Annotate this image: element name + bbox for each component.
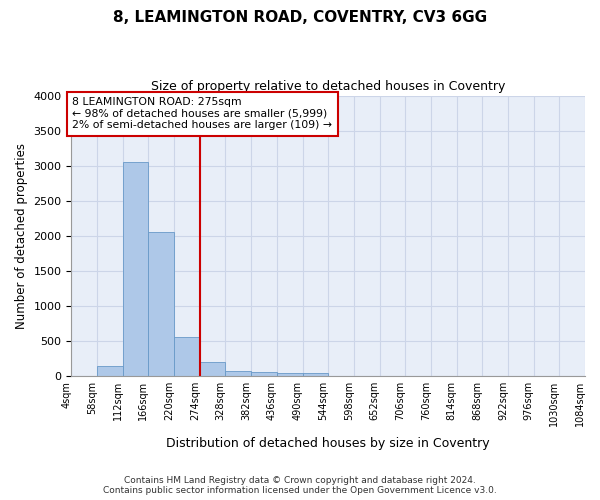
- Bar: [302, 372, 328, 376]
- Bar: [148, 232, 174, 376]
- Bar: [200, 362, 226, 376]
- Text: Contains HM Land Registry data © Crown copyright and database right 2024.
Contai: Contains HM Land Registry data © Crown c…: [103, 476, 497, 495]
- X-axis label: Distribution of detached houses by size in Coventry: Distribution of detached houses by size …: [166, 437, 490, 450]
- Title: Size of property relative to detached houses in Coventry: Size of property relative to detached ho…: [151, 80, 505, 93]
- Y-axis label: Number of detached properties: Number of detached properties: [15, 142, 28, 328]
- Bar: [277, 372, 302, 376]
- Bar: [226, 370, 251, 376]
- Bar: [251, 372, 277, 376]
- Bar: [97, 366, 123, 376]
- Bar: [123, 162, 148, 376]
- Bar: [174, 337, 200, 376]
- Text: 8 LEAMINGTON ROAD: 275sqm
← 98% of detached houses are smaller (5,999)
2% of sem: 8 LEAMINGTON ROAD: 275sqm ← 98% of detac…: [73, 97, 332, 130]
- Text: 8, LEAMINGTON ROAD, COVENTRY, CV3 6GG: 8, LEAMINGTON ROAD, COVENTRY, CV3 6GG: [113, 10, 487, 25]
